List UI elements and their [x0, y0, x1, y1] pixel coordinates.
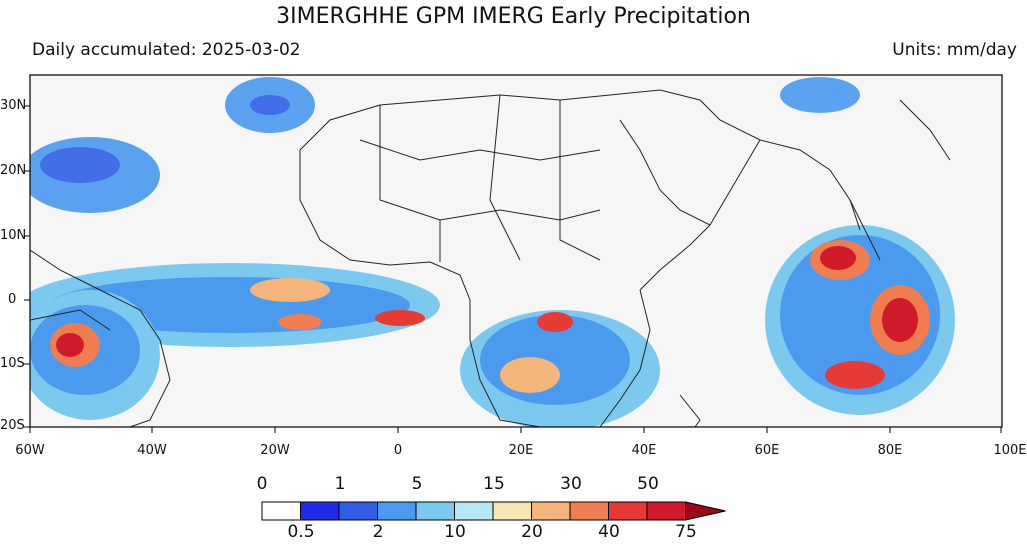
country-borders: [30, 89, 951, 427]
colorbar-label: 1: [334, 474, 346, 494]
lon-label: 0: [393, 443, 403, 458]
lat-ticks: [24, 105, 30, 428]
lat-label: 20S: [0, 418, 25, 433]
lon-label: 80E: [877, 443, 903, 458]
lon-label: 40W: [137, 443, 167, 458]
lon-label: 100E: [993, 443, 1027, 458]
colorbar-label: 15: [483, 474, 505, 494]
map-title: 3IMERGHHE GPM IMERG Early Precipitation: [276, 4, 751, 29]
lat-label: 10N: [0, 228, 27, 243]
lon-label: 60W: [15, 443, 45, 458]
lat-label: 10S: [0, 356, 25, 371]
colorbar-label: 0: [256, 474, 268, 494]
colorbar-label: 10: [444, 522, 466, 542]
lat-label: 0: [8, 292, 17, 307]
lon-ticks: [29, 427, 1002, 433]
precip-atlantic-nw: [30, 77, 860, 213]
units-subtitle: Units: mm/day: [892, 40, 1017, 60]
precip-south-america: [30, 290, 160, 420]
colorbar-label: 75: [675, 522, 697, 542]
lat-label: 30N: [0, 98, 27, 113]
precip-indian-ocean: [765, 225, 955, 415]
colorbar-label: 50: [637, 474, 659, 494]
lat-label: 20N: [0, 163, 27, 178]
colorbar-label: 5: [411, 474, 423, 494]
lon-label: 20W: [260, 443, 290, 458]
date-subtitle: Daily accumulated: 2025-03-02: [32, 40, 301, 60]
lon-label: 40E: [631, 443, 657, 458]
map-border: [29, 74, 1003, 428]
colorbar-label: 40: [598, 522, 620, 542]
lon-label: 20E: [508, 443, 534, 458]
colorbar-label: 20: [521, 522, 543, 542]
colorbar-label: 2: [372, 522, 384, 542]
lon-label: 60E: [754, 443, 780, 458]
colorbar-label: 0.5: [287, 522, 315, 542]
precip-central-africa: [460, 310, 660, 427]
colorbar-label: 30: [560, 474, 582, 494]
